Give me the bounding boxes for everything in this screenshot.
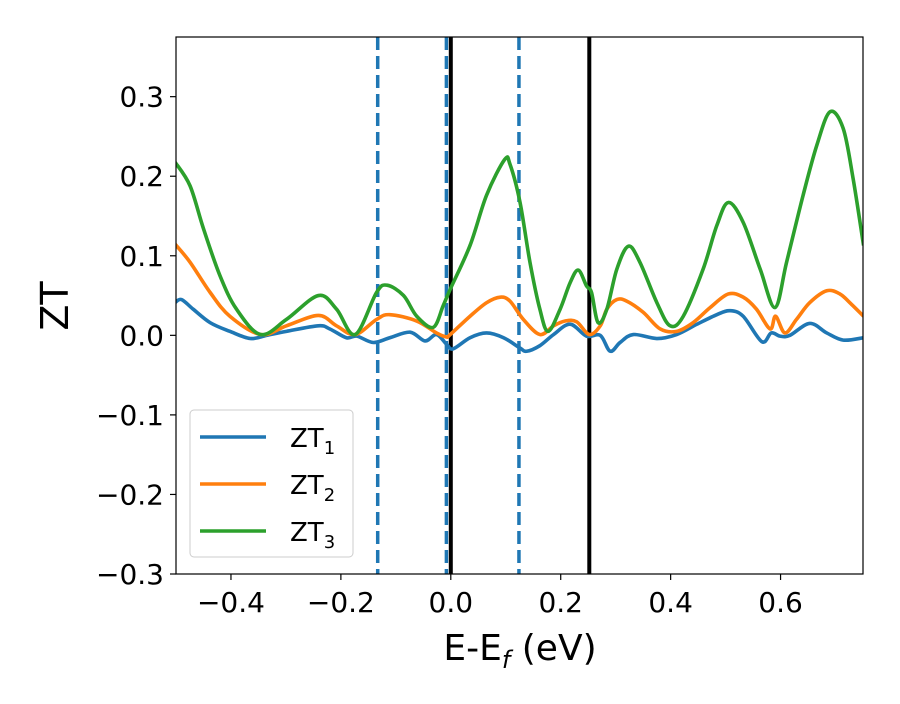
y-axis-label: ZT <box>33 281 77 331</box>
series-line-zt3 <box>176 109 863 337</box>
y-tick-label: −0.1 <box>96 399 164 432</box>
y-tick-label: 0.3 <box>119 81 164 114</box>
series-line-zt2 <box>176 242 863 339</box>
series-line-zt1 <box>176 297 863 354</box>
x-tick-label: 0.2 <box>538 586 583 619</box>
legend-label: ZT3 <box>290 518 335 553</box>
x-tick-label: 0.0 <box>429 586 474 619</box>
legend-label: ZT2 <box>290 471 335 506</box>
plot-frame <box>175 36 864 575</box>
series-lines <box>176 109 863 354</box>
y-tick-label: 0.0 <box>119 319 164 352</box>
x-tick-label: 0.6 <box>758 586 803 619</box>
vertical-lines <box>375 37 592 574</box>
y-tick-label: −0.3 <box>96 558 164 591</box>
x-axis-label: E-Ef (eV) <box>443 628 596 674</box>
x-tick-label: −0.2 <box>307 586 375 619</box>
legend-label: ZT1 <box>290 424 335 459</box>
legend: ZT1 ZT2 ZT3 <box>189 409 354 558</box>
y-axis: −0.3 −0.2 −0.1 0.0 0.1 0.2 0.3 <box>96 81 176 591</box>
y-tick-label: −0.2 <box>96 478 164 511</box>
x-tick-label: 0.4 <box>648 586 693 619</box>
y-tick-label: 0.1 <box>119 240 164 273</box>
y-tick-label: 0.2 <box>119 160 164 193</box>
x-tick-label: −0.4 <box>197 586 265 619</box>
x-axis: −0.4 −0.2 0.0 0.2 0.4 0.6 <box>197 574 803 619</box>
